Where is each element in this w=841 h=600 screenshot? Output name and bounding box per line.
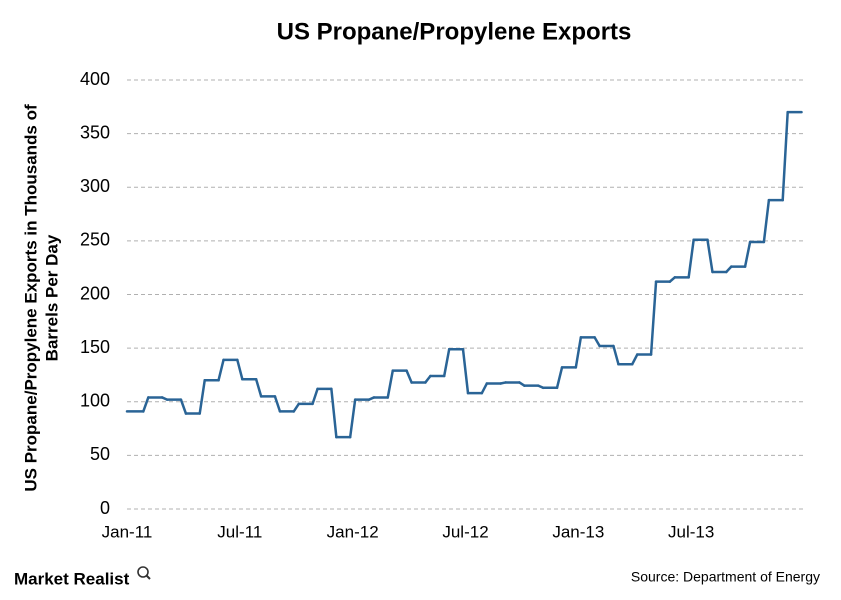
line-connector [480, 382, 489, 395]
line-connector [574, 336, 583, 369]
chart-title: US Propane/Propylene Exports [277, 18, 632, 45]
y-tick-label: 350 [80, 122, 110, 142]
x-tick-label: Jan-13 [552, 522, 604, 541]
y-axis-label: US Propane/Propylene Exports in Thousand… [21, 104, 40, 492]
y-tick-label: 200 [80, 283, 110, 303]
line-connector [424, 374, 432, 384]
line-connector [217, 358, 225, 382]
line-connector [781, 110, 789, 202]
line-connector [236, 358, 244, 381]
y-tick-label: 100 [80, 391, 110, 411]
line-connector [706, 238, 714, 274]
line-connector [461, 347, 470, 395]
line-connector [649, 280, 658, 356]
x-tick-label: Jul-12 [442, 522, 488, 541]
line-connector [311, 387, 319, 406]
y-tick-label: 0 [100, 498, 110, 518]
line-connector [273, 395, 282, 413]
y-tick-label: 400 [80, 69, 110, 89]
line-connector [687, 238, 695, 279]
line-connector [405, 369, 413, 384]
y-tick-label: 300 [80, 176, 110, 196]
y-tick-label: 50 [90, 444, 110, 464]
line-connector [743, 240, 752, 268]
line-connector [179, 398, 188, 415]
line-connector [555, 366, 564, 390]
line-connector [631, 353, 639, 366]
line-connector [386, 369, 395, 399]
line-connector [762, 198, 771, 244]
y-axis-label: Barrels Per Day [42, 234, 61, 361]
line-connector [348, 398, 357, 439]
x-tick-label: Jan-12 [327, 522, 379, 541]
line-connector [612, 344, 620, 366]
line-connector [442, 347, 451, 378]
source: Source: Department of Energy [631, 569, 820, 585]
line-connector [330, 387, 338, 439]
line-connector [142, 396, 150, 413]
brand-icon [137, 566, 151, 580]
x-tick-label: Jul-13 [668, 522, 714, 541]
y-tick-label: 150 [80, 337, 110, 357]
y-tick-label: 250 [80, 230, 110, 250]
line-connector [254, 377, 263, 398]
line-connector [292, 402, 300, 413]
x-tick-label: Jul-11 [217, 522, 262, 541]
x-tick-label: Jan-11 [102, 522, 153, 541]
line-connector [198, 379, 206, 415]
line-connector [593, 336, 601, 348]
brand: Market Realist [14, 569, 130, 588]
